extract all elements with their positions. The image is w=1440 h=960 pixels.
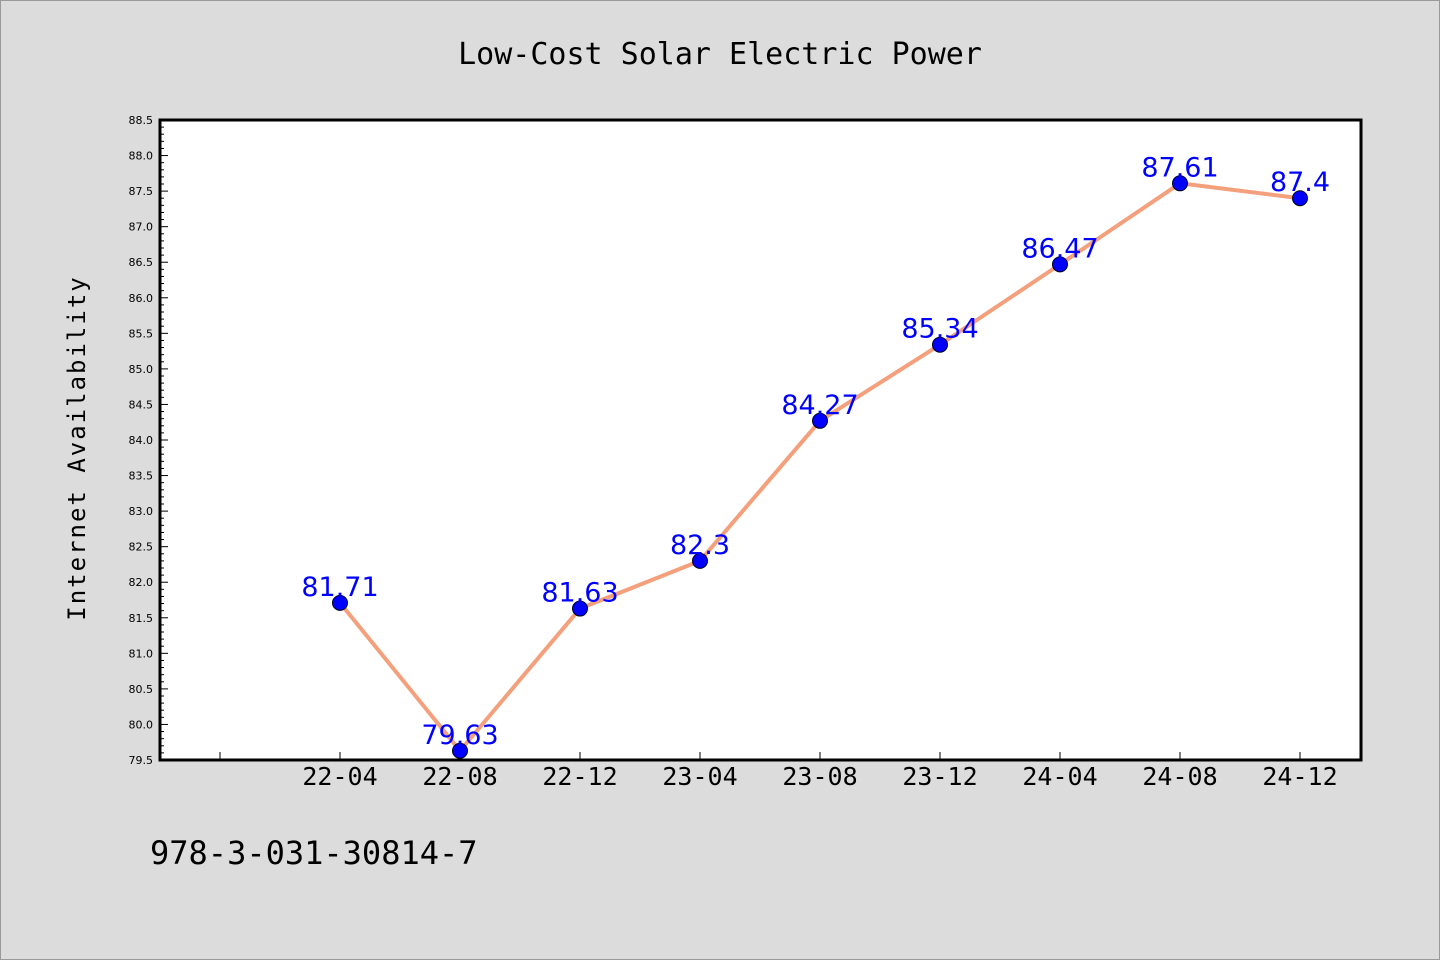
data-label: 81.63: [541, 578, 618, 609]
y-tick-label: 86.0: [129, 292, 154, 305]
data-label: 82.3: [670, 530, 730, 561]
x-tick-label: 23-04: [662, 762, 737, 791]
data-point-marker: [1172, 175, 1188, 192]
data-point-marker: [452, 742, 468, 759]
data-label: 86.47: [1021, 233, 1098, 264]
isbn-footer: 978-3-031-30814-7: [150, 834, 478, 872]
y-tick-label: 82.5: [129, 541, 154, 554]
y-tick-label: 81.5: [129, 612, 154, 625]
y-tick-label: 80.5: [129, 683, 154, 696]
plot-frame: [158, 118, 1363, 762]
y-axis-label: Internet Availability: [63, 275, 91, 620]
y-tick-label: 83.5: [129, 470, 154, 483]
y-tick-label: 84.0: [129, 434, 154, 447]
data-point-marker: [932, 336, 948, 353]
data-label: 85.34: [901, 314, 978, 345]
y-tick-label: 88.5: [129, 114, 154, 127]
x-tick-label: 23-08: [782, 762, 857, 791]
x-tick-label: 24-08: [1142, 762, 1217, 791]
x-tick-label: 22-12: [542, 762, 617, 791]
data-point-marker: [572, 600, 588, 617]
x-tick-label: 24-04: [1022, 762, 1097, 791]
x-tick-label: 23-12: [902, 762, 977, 791]
data-label: 87.4: [1270, 167, 1330, 198]
x-tick-label: 24-12: [1262, 762, 1337, 791]
y-tick-label: 88.0: [129, 150, 154, 163]
data-point-marker: [332, 594, 348, 611]
data-point-marker: [1052, 256, 1068, 273]
data-point-marker: [812, 412, 828, 429]
y-tick-label: 87.0: [129, 221, 154, 234]
y-tick-label: 81.0: [129, 647, 154, 660]
y-tick-label: 84.5: [129, 398, 154, 411]
data-label: 79.63: [421, 720, 498, 751]
y-tick-label: 85.0: [129, 363, 154, 376]
x-axis: 22-04 22-08 22-12 23-04 23-08 23-12 24-04 24-08…: [219, 752, 1338, 791]
y-tick-label: 79.5: [129, 754, 154, 767]
data-label: 87.61: [1141, 152, 1218, 183]
data-labels: 81.71 79.63 81.63 82.3 84.27 85.34 86.47 87.61 8…: [301, 152, 1330, 750]
y-tick-label: 85.5: [129, 327, 154, 340]
series-markers: [332, 175, 1308, 759]
x-tick-label: 22-04: [302, 762, 377, 791]
chart-title: Low-Cost Solar Electric Power: [458, 37, 982, 72]
data-point-marker: [692, 552, 708, 569]
plot-area: [160, 120, 1361, 760]
data-point-marker: [1292, 190, 1308, 207]
y-tick-label: 80.0: [129, 718, 154, 731]
data-label: 84.27: [781, 390, 858, 421]
y-tick-label: 87.5: [129, 185, 154, 198]
y-tick-label: 86.5: [129, 256, 154, 269]
y-tick-label: 82.0: [129, 576, 154, 589]
y-axis: 79.5 80.0 80.5 81.0 81.5 82.0 82.5 83.0 83.5 84.0…: [129, 114, 168, 767]
x-tick-label: 22-08: [422, 762, 497, 791]
data-label: 81.71: [301, 572, 378, 603]
y-tick-label: 83.0: [129, 505, 154, 518]
